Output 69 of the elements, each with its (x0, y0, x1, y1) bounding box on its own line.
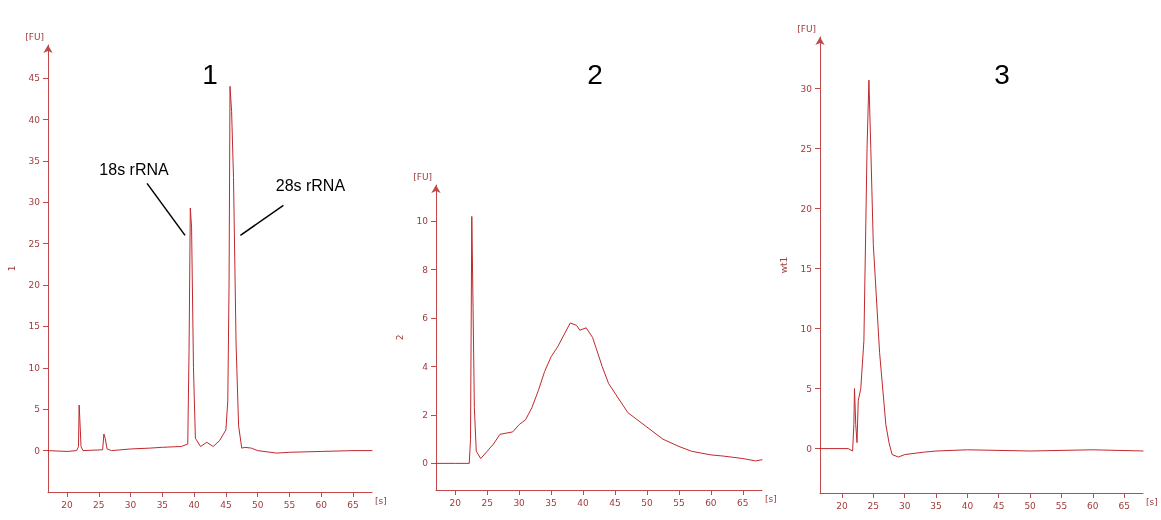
x-tick-label: 45 (609, 497, 621, 508)
x-tick-label: 55 (1055, 500, 1068, 511)
x-tick-label: 30 (124, 499, 137, 510)
x-tick-label: 45 (993, 500, 1005, 511)
x-tick-label: 25 (93, 499, 105, 510)
x-tick-label: 60 (315, 499, 328, 510)
x-tick-label: 35 (545, 497, 557, 508)
x-tick-label: 40 (188, 499, 201, 510)
x-tick-label: 65 (737, 497, 749, 508)
y-tick-label: 5 (34, 404, 40, 415)
y-tick-label: 20 (800, 203, 813, 214)
y-tick-label: 15 (28, 321, 40, 332)
x-tick-label: 25 (867, 500, 880, 511)
x-tick-label: 50 (251, 499, 264, 510)
x-tick-label: 60 (1087, 500, 1099, 511)
x-tick-label: 40 (577, 497, 590, 508)
text: wt1 (779, 256, 789, 274)
annotation: 28s rRNA (275, 176, 346, 194)
y-tick-label: 20 (28, 280, 41, 291)
x-tick-label: 25 (481, 497, 493, 508)
y-tick-label: 10 (800, 323, 813, 334)
x-tick-label: 60 (705, 497, 717, 508)
x-tick-label: 30 (513, 497, 526, 508)
y-tick-label: 30 (28, 197, 41, 208)
y-tick-label: 40 (28, 114, 41, 125)
y-tick-label: 15 (800, 263, 812, 274)
x-tick-label: 20 (61, 499, 74, 510)
x-tick-label: 40 (961, 500, 974, 511)
x-tick-label: 50 (641, 497, 653, 508)
y-axis-title: [FU] (797, 23, 816, 34)
line-series (435, 215, 763, 464)
x-tick-label: 35 (156, 499, 169, 510)
y-tick-label: 8 (422, 264, 429, 275)
x-tick-label: 55 (283, 499, 296, 510)
text: 2 (395, 334, 405, 341)
line-series (47, 85, 373, 454)
x-axis-title: [s] (765, 493, 777, 504)
x-tick-label: 65 (347, 499, 359, 510)
annotation: 18s rRNA (99, 160, 170, 178)
x-tick-label: 35 (930, 500, 942, 511)
y-tick-label: 25 (800, 143, 812, 154)
y-tick-label: 10 (28, 362, 41, 373)
x-tick-label: 55 (673, 497, 685, 508)
text: 3 (994, 58, 1010, 90)
text: 1 (202, 58, 218, 90)
y-tick-label: 0 (806, 443, 813, 454)
y-tick-label: 5 (806, 383, 812, 394)
y-tick-label: 6 (422, 313, 429, 324)
x-tick-label: 45 (220, 499, 232, 510)
x-tick-label: 65 (1118, 500, 1130, 511)
y-tick-label: 0 (34, 445, 41, 456)
y-tick-label: 2 (422, 409, 428, 420)
y-tick-label: 0 (422, 458, 429, 469)
x-tick-label: 20 (836, 500, 848, 511)
y-tick-label: 35 (28, 155, 40, 166)
x-tick-label: 20 (449, 497, 462, 508)
x-axis-title: [s] (1146, 496, 1158, 507)
y-tick-label: 10 (416, 216, 429, 227)
y-tick-label: 4 (422, 361, 429, 372)
x-tick-label: 50 (1024, 500, 1037, 511)
x-tick-label: 30 (898, 500, 911, 511)
x-axis-title: [s] (375, 495, 387, 506)
text: 2 (587, 58, 603, 90)
text: 1 (7, 265, 17, 272)
y-axis-title: [FU] (413, 171, 432, 182)
y-tick-label: 25 (28, 238, 40, 249)
y-tick-label: 45 (28, 73, 40, 84)
y-tick-label: 30 (800, 83, 813, 94)
y-axis-title: [FU] (25, 31, 44, 42)
